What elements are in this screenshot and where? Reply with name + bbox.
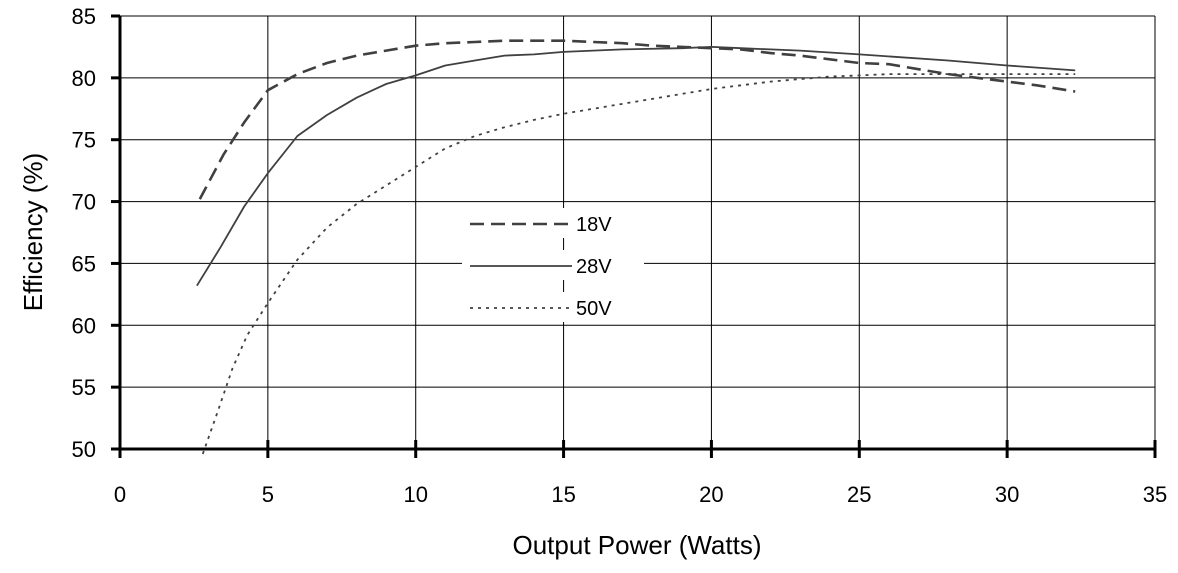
legend-item-background (462, 292, 644, 322)
y-tick-label: 80 (72, 66, 96, 91)
legend-label-18V: 18V (576, 214, 612, 236)
series-line-50V (201, 73, 1076, 455)
y-tick-label: 70 (72, 190, 96, 215)
series-line-18V (198, 39, 1076, 200)
y-tick-label: 60 (72, 313, 96, 338)
x-tick-label: 30 (995, 482, 1019, 507)
legend-item-background (462, 208, 644, 238)
y-tick-label: 50 (72, 437, 96, 462)
x-tick-label: 0 (114, 482, 126, 507)
y-axis-title: Efficiency (%) (18, 153, 48, 311)
y-tick-label: 85 (72, 4, 96, 29)
legend: 18V 28V 50V (462, 208, 644, 322)
legend-item-background (462, 250, 644, 280)
x-tick-label: 5 (262, 482, 274, 507)
legend-label-50V: 50V (576, 298, 612, 320)
x-tick-label: 35 (1143, 482, 1167, 507)
legend-label-28V: 28V (576, 256, 612, 278)
x-axis-title: Output Power (Watts) (513, 530, 762, 560)
y-tick-label: 75 (72, 128, 96, 153)
x-tick-label: 20 (699, 482, 723, 507)
series-lines (196, 39, 1076, 455)
axes (111, 14, 1157, 458)
x-tick-label: 25 (847, 482, 871, 507)
series-line-28V (196, 46, 1076, 287)
y-tick-label: 55 (72, 375, 96, 400)
tick-labels: 50 55 60 65 70 75 80 85 0 5 10 15 20 25 30 35 (72, 4, 1168, 507)
x-tick-label: 10 (403, 482, 427, 507)
y-tick-label: 65 (72, 251, 96, 276)
x-tick-label: 15 (551, 482, 575, 507)
